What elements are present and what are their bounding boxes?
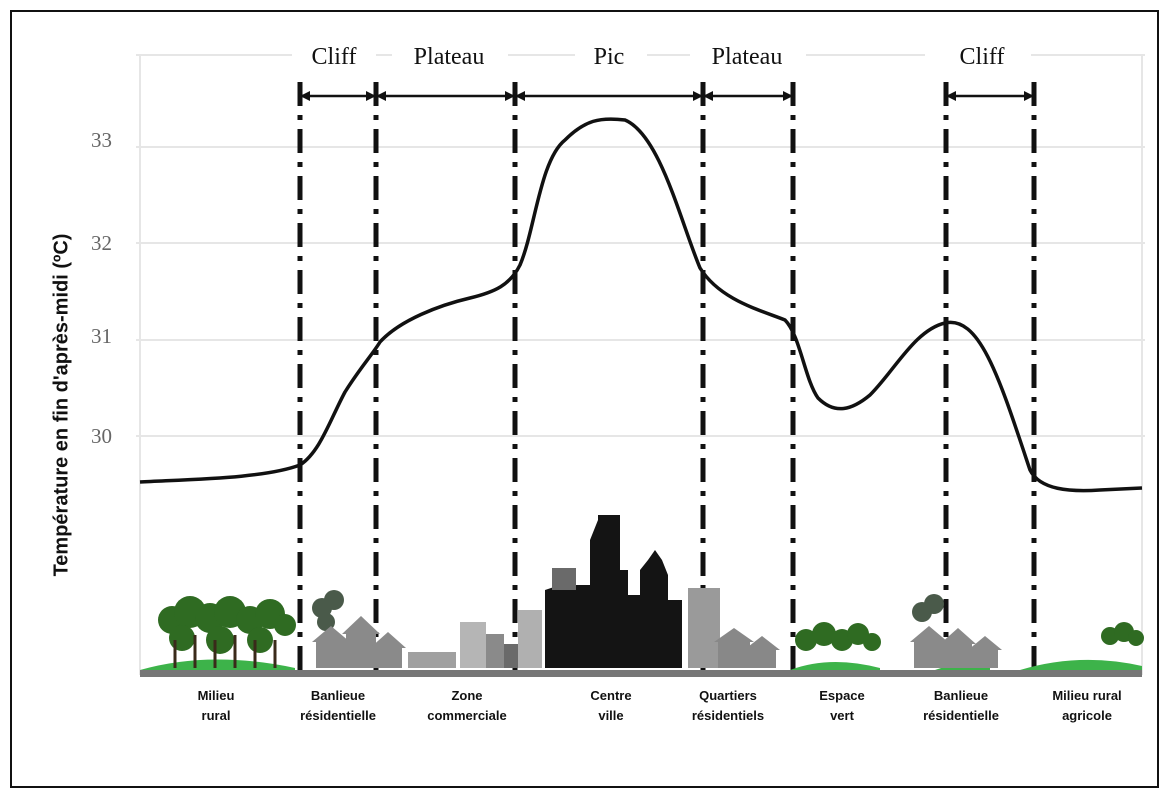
- y-tick-31: 31: [91, 324, 112, 348]
- section-label-cliff-right: Cliff: [960, 44, 1005, 70]
- zone-label-green-space: Espace vert: [819, 688, 865, 723]
- trees-rural-right: [1101, 622, 1144, 646]
- zone-label-downtown: Centre ville: [590, 688, 632, 723]
- downtown-buildings: [518, 515, 682, 668]
- zone-label-suburb: Banlieue résidentielle: [300, 688, 376, 723]
- y-axis-label: Température en fin d'après-midi (ºC): [50, 233, 73, 577]
- zone-label-residential: Quartiers résidentiels: [691, 688, 765, 723]
- section-label-boxes: [292, 38, 1031, 72]
- ground-line: [140, 670, 1142, 677]
- section-label-plateau-left: Plateau: [414, 44, 485, 70]
- zone-label-rural: Milieu rural: [197, 688, 235, 723]
- section-label-plateau-right: Plateau: [712, 44, 783, 70]
- commercial-buildings: [408, 622, 518, 668]
- suburb-right: [910, 594, 1002, 668]
- suburb-left: [312, 590, 406, 668]
- boundary-lines: [297, 82, 1037, 675]
- zone-label-commercial: Zone commerciale: [427, 688, 507, 723]
- y-tick-33: 33: [91, 128, 112, 152]
- section-label-pic: Pic: [594, 44, 625, 70]
- trees-green-space: [795, 622, 881, 651]
- temperature-curve: [139, 117, 1143, 493]
- zone-label-suburb-right: Banlieue résidentielle: [923, 688, 999, 723]
- trees-rural: [158, 596, 296, 668]
- y-tick-30: 30: [91, 424, 112, 448]
- residential-right: [688, 588, 780, 668]
- section-label-cliff-left: Cliff: [312, 44, 357, 70]
- zone-label-rural-agricultural: Milieu rural agricole: [1052, 688, 1122, 723]
- y-tick-32: 32: [91, 231, 112, 255]
